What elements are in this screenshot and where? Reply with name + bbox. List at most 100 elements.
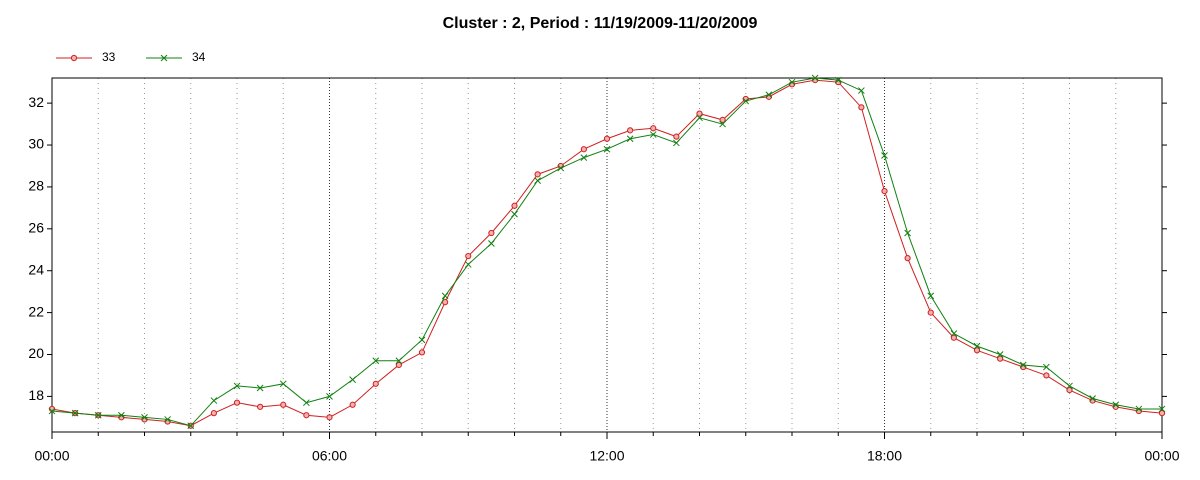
data-point: [48, 407, 56, 415]
chart-title: Cluster : 2, Period : 11/19/2009-11/20/2…: [443, 15, 758, 32]
data-point: [1135, 405, 1143, 413]
data-point: [1019, 361, 1027, 369]
legend-marker: [160, 54, 168, 62]
data-point: [71, 409, 79, 417]
data-point: [349, 376, 356, 383]
data-point: [650, 125, 657, 132]
data-point: [765, 91, 773, 99]
data-point: [442, 299, 449, 306]
data-point: [927, 292, 935, 300]
data-point: [465, 252, 472, 260]
data-point: [904, 229, 911, 237]
data-point: [210, 397, 218, 404]
data-point: [534, 177, 541, 184]
y-tick-label: 22: [28, 303, 44, 319]
x-tick-label: 06:00: [312, 448, 347, 464]
data-point: [881, 188, 888, 195]
data-point: [210, 410, 217, 417]
data-point: [326, 414, 333, 421]
data-point: [464, 261, 472, 268]
data-point: [488, 240, 495, 247]
legend-label: 33: [102, 50, 116, 64]
data-point: [1066, 387, 1073, 394]
data-point: [141, 413, 148, 421]
data-point: [673, 139, 680, 147]
data-point: [719, 116, 726, 123]
data-point: [1066, 382, 1073, 390]
data-point: [257, 403, 264, 410]
data-point: [973, 347, 981, 354]
data-point: [742, 97, 750, 105]
data-point: [1112, 401, 1120, 409]
series-line: [51, 77, 1162, 427]
data-point: [649, 131, 657, 138]
y-tick-label: 20: [28, 345, 44, 361]
data-point: [997, 355, 1004, 362]
data-point: [1043, 363, 1050, 371]
legend-label: 34: [192, 50, 206, 64]
data-point: [94, 411, 102, 419]
data-point: [372, 380, 379, 387]
data-point: [950, 334, 957, 341]
data-point: [811, 74, 819, 82]
data-point: [349, 401, 356, 408]
data-point: [280, 401, 287, 408]
data-point: [395, 361, 402, 369]
data-point: [557, 164, 565, 172]
data-point: [603, 145, 611, 153]
data-point: [164, 416, 171, 423]
x-tick-label: 00:00: [1144, 448, 1179, 464]
legend-marker: [70, 54, 78, 62]
data-point: [1043, 372, 1050, 379]
data-point: [534, 171, 541, 178]
data-point: [834, 76, 842, 84]
data-point: [1158, 410, 1166, 417]
data-point: [488, 229, 495, 237]
x-tick-label: 18:00: [867, 448, 902, 464]
data-point: [603, 135, 611, 142]
data-point: [950, 330, 958, 337]
data-point: [973, 342, 981, 350]
data-point: [626, 135, 634, 143]
x-tick-label: 00:00: [34, 448, 69, 464]
data-point: [511, 210, 518, 218]
data-point: [927, 309, 934, 316]
data-point: [881, 152, 888, 159]
y-tick-label: 32: [28, 94, 44, 110]
data-point: [326, 393, 333, 400]
data-point: [233, 382, 241, 390]
data-point: [996, 351, 1004, 358]
data-point: [696, 114, 703, 122]
y-tick-label: 24: [28, 261, 44, 277]
data-point: [441, 292, 449, 300]
y-tick-label: 18: [28, 387, 44, 403]
y-tick-label: 30: [28, 136, 44, 152]
data-point: [233, 399, 241, 406]
data-point: [673, 133, 680, 140]
data-point: [904, 255, 911, 262]
data-point: [187, 422, 195, 430]
data-point: [118, 411, 125, 419]
data-point: [418, 349, 426, 356]
x-tick-label: 12:00: [589, 448, 624, 464]
data-point: [303, 399, 310, 407]
data-point: [580, 154, 588, 161]
data-point: [788, 78, 796, 86]
plot-frame: [51, 77, 1163, 433]
data-point: [580, 146, 587, 153]
data-point: [696, 110, 703, 117]
data-point: [418, 336, 426, 344]
data-point: [1089, 395, 1096, 402]
data-point: [395, 357, 403, 365]
y-tick-label: 28: [28, 178, 44, 194]
data-point: [627, 127, 634, 134]
data-point: [279, 380, 287, 388]
data-point: [1158, 405, 1166, 413]
data-point: [256, 384, 264, 392]
data-point: [511, 202, 518, 209]
data-point: [719, 120, 726, 128]
data-point: [858, 87, 865, 94]
data-point: [303, 412, 310, 419]
data-point: [858, 104, 865, 111]
